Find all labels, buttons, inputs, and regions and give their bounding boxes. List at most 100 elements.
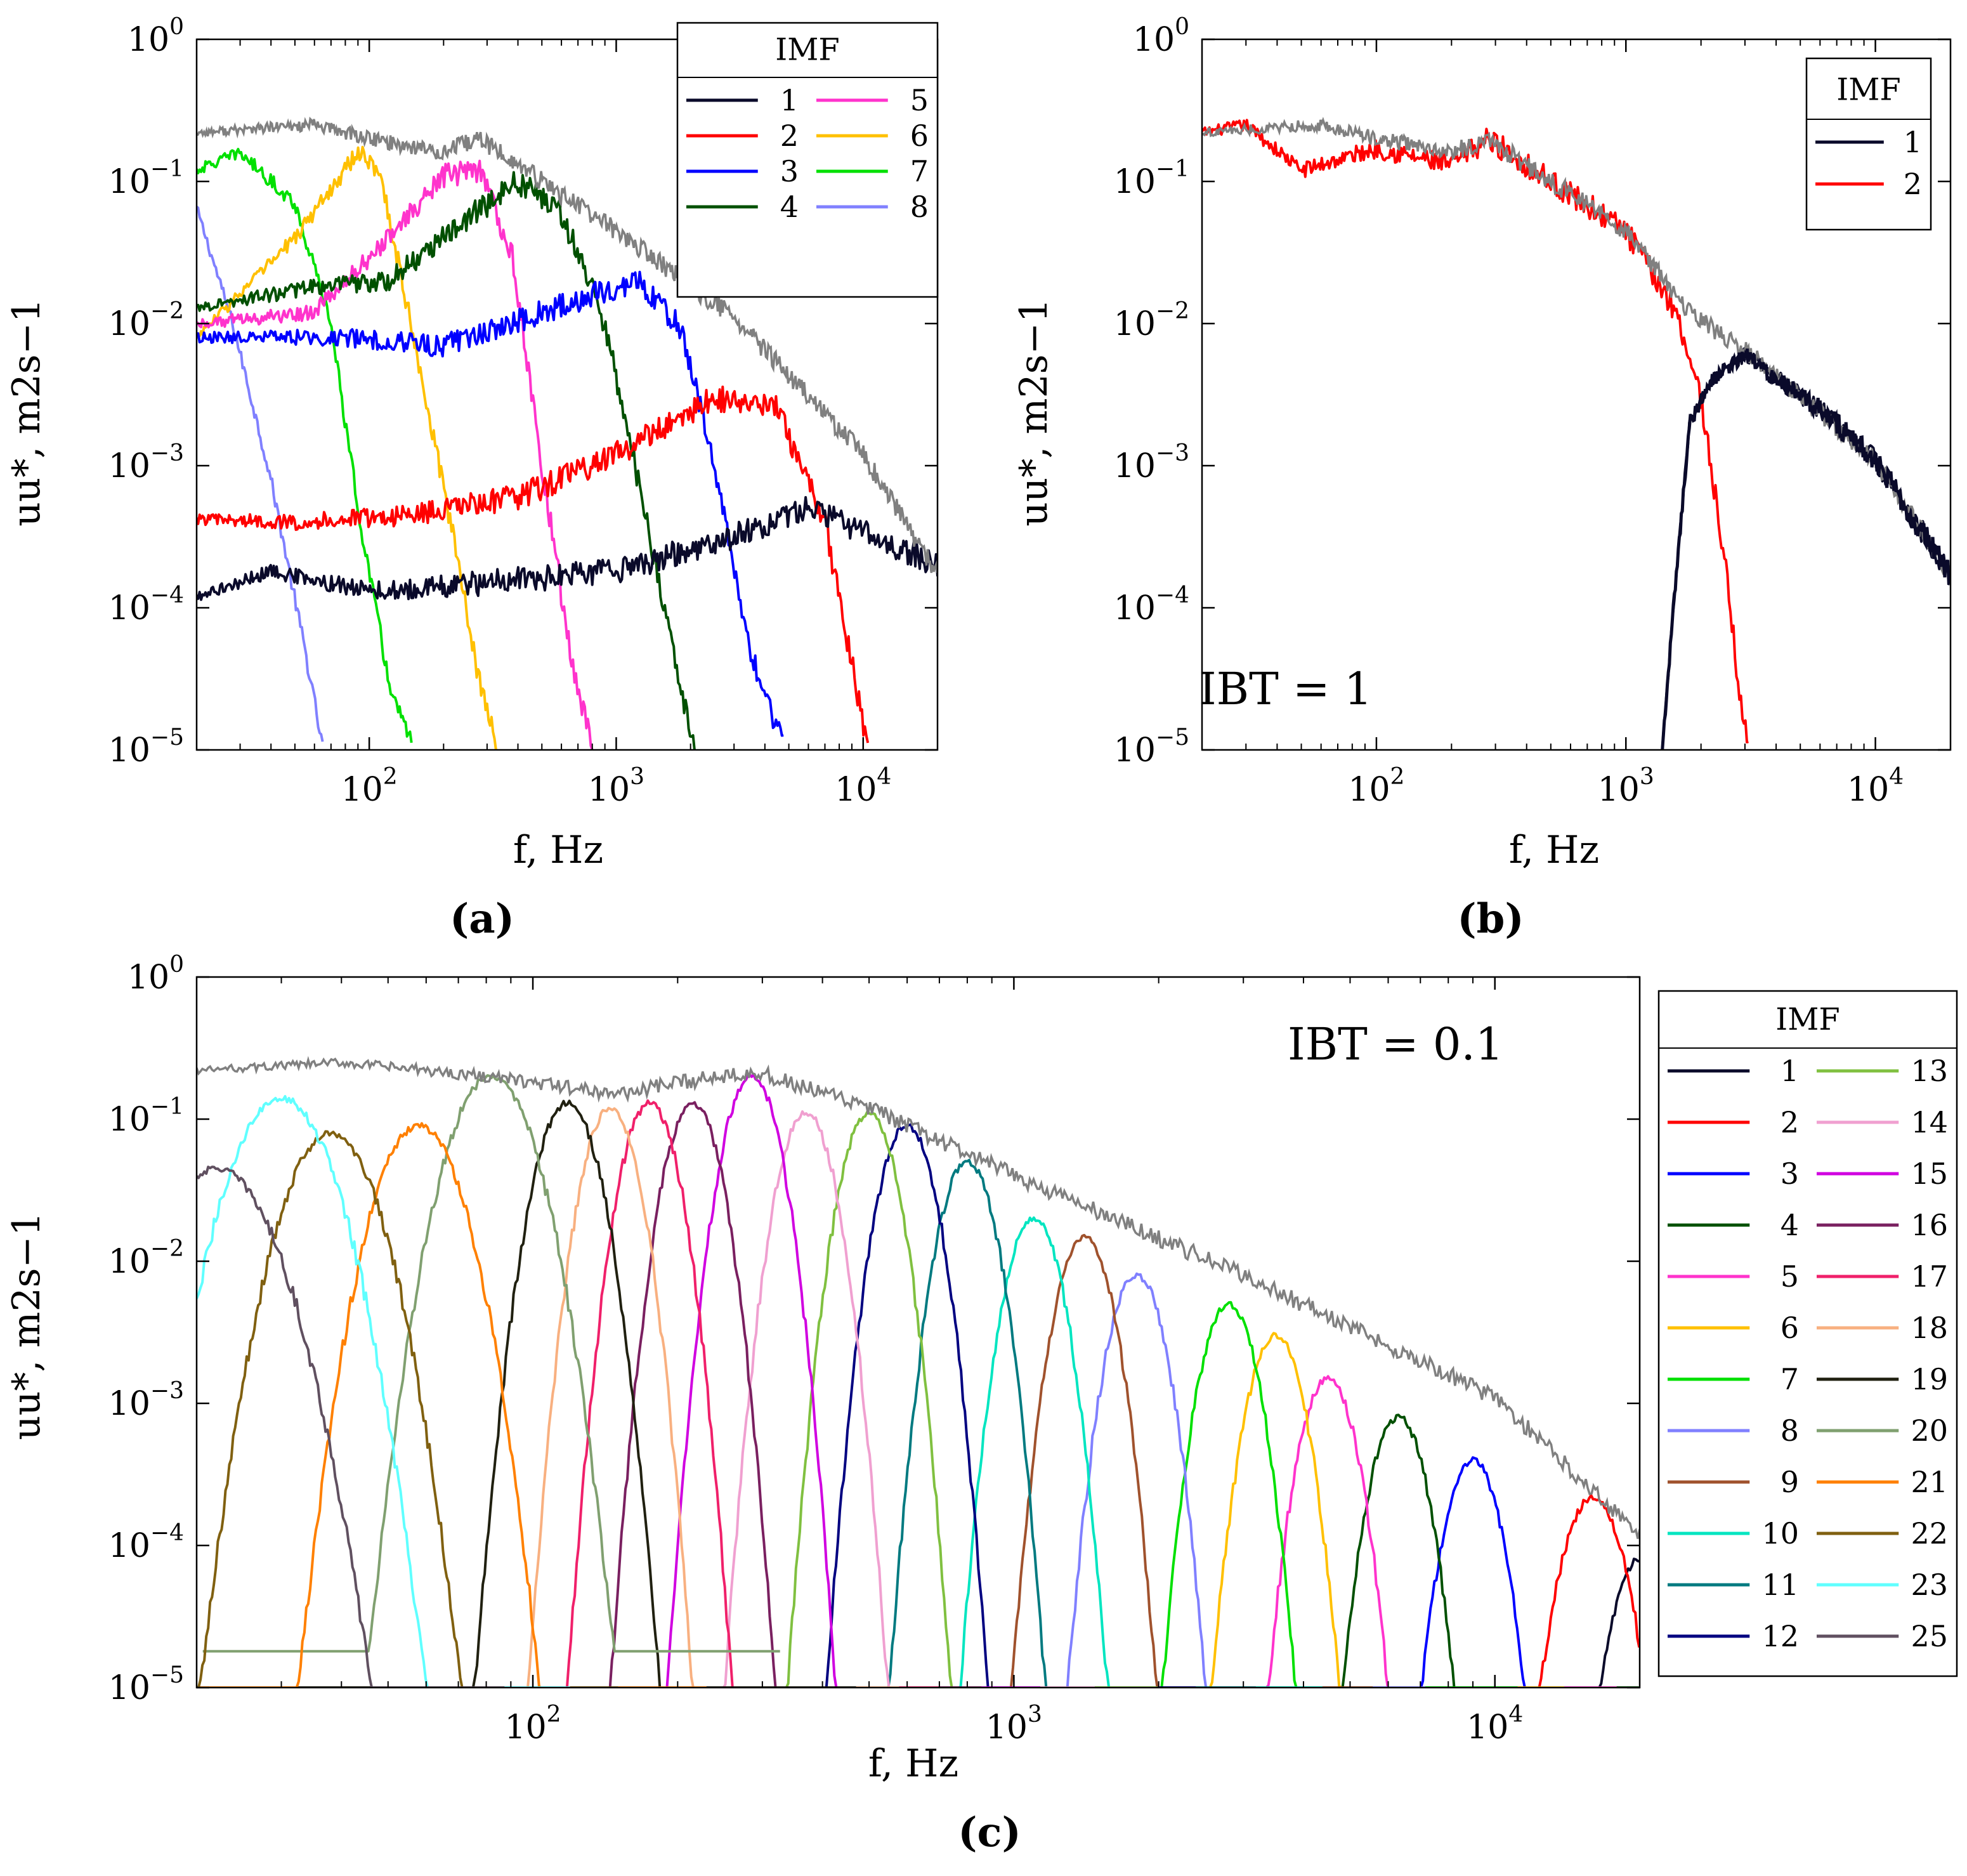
y-tick-label: 10−3 (108, 1378, 184, 1423)
y-tick-label: 10−1 (108, 1094, 184, 1139)
panel-c-xlabel: f, Hz (868, 1742, 958, 1786)
legend-label-c-12: 12 (1761, 1619, 1799, 1653)
series-line-c-imf-2 (1304, 1494, 1640, 1688)
y-tick-label: 10−1 (108, 156, 184, 201)
y-tick-label: 10−1 (1114, 156, 1189, 201)
panel-a-axes: 102 103 104 100 10−1 10−2 10−3 10−4 10−5 (108, 14, 939, 809)
legend-label-c-22: 22 (1911, 1516, 1948, 1551)
legend-label-a-8: 8 (910, 190, 929, 224)
y-tick-label: 10−3 (1114, 440, 1189, 485)
total-spectrum-line-a (197, 116, 938, 574)
panel-b-annotation: IBT = 1 (1199, 663, 1372, 715)
legend-label-a-3: 3 (780, 154, 799, 188)
series-line-c-imf-17 (361, 1099, 939, 1688)
legend-box-a (676, 22, 939, 298)
series-line-c-imf-23 (197, 1095, 570, 1688)
legend-label-c-5: 5 (1781, 1259, 1799, 1294)
x-tick-label: 102 (341, 764, 398, 809)
panel-c-ylabel: uu*, m2s−1 (4, 1212, 49, 1440)
x-tick-label: 103 (986, 1702, 1042, 1747)
legend-label-a-1: 1 (780, 83, 799, 117)
panel-a-ylabel: uu*, m2s−1 (4, 298, 49, 527)
series-line-c-imf-6 (987, 1332, 1564, 1688)
panel-b-xlabel: f, Hz (1509, 828, 1599, 872)
series-line-c-imf-21 (197, 1122, 707, 1688)
legend-label-c-14: 14 (1911, 1105, 1948, 1139)
legend-label-b-1: 1 (1904, 125, 1922, 159)
series-line-a-imf-8 (197, 206, 324, 742)
panel-b-ylabel: uu*, m2s−1 (1012, 298, 1056, 527)
legend-label-c-20: 20 (1911, 1414, 1948, 1448)
y-tick-label: 100 (127, 952, 184, 997)
legend-label-c-23: 23 (1911, 1568, 1948, 1602)
panel-a-caption: (a) (450, 895, 514, 943)
y-tick-label: 10−4 (1114, 582, 1189, 627)
series-line-c-imf-9 (795, 1233, 1373, 1688)
y-tick-label: 10−5 (1114, 725, 1189, 770)
legend-label-c-16: 16 (1911, 1208, 1948, 1242)
y-tick-label: 10−2 (1114, 298, 1189, 343)
legend-label-c-7: 7 (1781, 1362, 1799, 1396)
y-tick-label: 10−5 (108, 1662, 184, 1707)
panel-c-annotation: IBT = 0.1 (1288, 1018, 1503, 1070)
series-line-c-imf-10 (745, 1216, 1323, 1688)
series-line-a-imf-7 (197, 148, 413, 744)
y-tick-label: 10−3 (108, 440, 184, 485)
x-tick-label: 104 (1467, 1702, 1523, 1747)
series-line-b-imf-1-overlay (1661, 348, 1951, 750)
legend-label-c-17: 17 (1911, 1259, 1948, 1294)
legend-label-c-6: 6 (1781, 1311, 1799, 1345)
panel-b-caption: (b) (1457, 895, 1524, 943)
x-tick-label: 104 (835, 764, 891, 809)
panel-a-series (197, 116, 938, 750)
y-tick-label: 10−2 (108, 1236, 184, 1281)
x-tick-label: 104 (1847, 764, 1904, 809)
legend-label-c-4: 4 (1781, 1208, 1799, 1242)
legend-label-c-3: 3 (1781, 1157, 1799, 1191)
legend-label-c-11: 11 (1761, 1568, 1799, 1602)
panel-a: 102 103 104 100 10−1 10−2 10−3 10−4 10−5 IMF 1234… (4, 14, 939, 943)
legend-label-a-2: 2 (780, 119, 799, 153)
legend-title-b: IMF (1836, 72, 1900, 107)
series-line-c-imf-4 (1109, 1414, 1639, 1688)
legend-label-c-2: 2 (1781, 1105, 1799, 1139)
series-line-c-imf-8 (848, 1272, 1425, 1688)
legend-title-c: IMF (1775, 1002, 1840, 1037)
series-line-c-imf-16 (404, 1101, 982, 1688)
total-spectrum-line-c (197, 1056, 1640, 1539)
y-tick-label: 100 (127, 14, 184, 59)
panel-c-frame (195, 976, 1641, 1689)
series-line-c-imf-5 (1039, 1375, 1617, 1688)
legend-label-c-13: 13 (1911, 1054, 1948, 1088)
legend-label-c-9: 9 (1781, 1465, 1799, 1499)
panel-c-caption: (c) (958, 1809, 1021, 1856)
legend-title-a: IMF (775, 32, 839, 67)
series-line-c-imf-7 (940, 1301, 1518, 1688)
legend-label-c-19: 19 (1911, 1362, 1948, 1396)
panel-b-axes: 102 103 104 100 10−1 10−2 10−3 10−4 10−5 (1114, 14, 1952, 809)
series-line-c-imf-25 (197, 1165, 505, 1688)
series-line-c-imf-22 (197, 1130, 618, 1688)
series-line-c-imf-14 (517, 1110, 1095, 1688)
series-line-a-imf-6 (197, 145, 497, 750)
y-tick-label: 10−4 (108, 1520, 184, 1565)
panel-b-frame (1201, 38, 1952, 751)
x-tick-label: 102 (1348, 764, 1404, 809)
series-line-a-imf-4 (197, 171, 696, 750)
panel-a-frame (195, 38, 939, 751)
legend-label-c-25: 25 (1911, 1619, 1948, 1653)
panel-b-series (1202, 117, 1951, 750)
legend-label-c-21: 21 (1911, 1465, 1948, 1499)
y-tick-label: 10−4 (108, 582, 184, 627)
legend-label-c-1: 1 (1781, 1054, 1799, 1088)
series-line-a-imf-5 (197, 159, 594, 750)
series-line-c-imf-11 (678, 1158, 1256, 1688)
y-tick-label: 100 (1133, 14, 1189, 59)
legend-box-b (1805, 57, 1932, 231)
panel-c-axes: 102 103 104 100 10−1 10−2 10−3 10−4 10−5 (108, 952, 1641, 1747)
series-line-c-imf-18 (322, 1106, 899, 1688)
legend-label-c-15: 15 (1911, 1157, 1948, 1191)
